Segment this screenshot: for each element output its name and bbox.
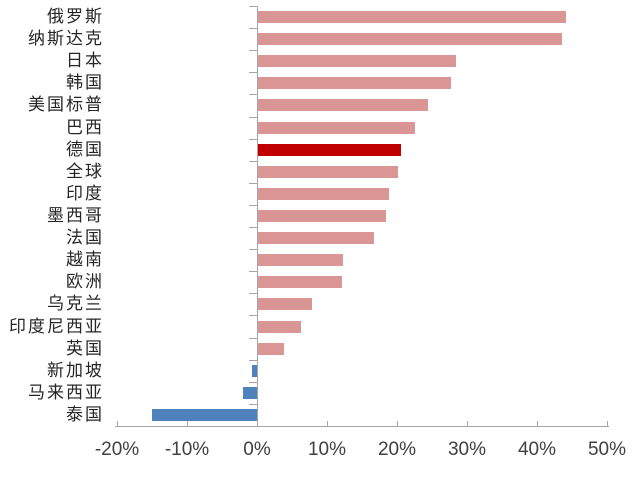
category-axis-tick	[249, 205, 257, 206]
bar-欧洲	[257, 276, 343, 289]
category-axis-tick	[249, 293, 257, 294]
category-axis-tick	[249, 360, 257, 361]
category-label: 俄罗斯	[47, 7, 104, 28]
bar-马来西亚	[243, 386, 257, 399]
category-label: 韩国	[66, 73, 104, 94]
category-label: 马来西亚	[28, 382, 104, 403]
x-tick-label: 20%	[377, 439, 417, 460]
value-axis-tick	[397, 421, 398, 426]
value-axis-tick	[117, 421, 118, 426]
category-labels-column: 俄罗斯 纳斯达克 日本 韩国 美国标普 巴西 德国 全球 印度 墨西哥 法国 越南 欧洲 乌克兰 印度尼西亚…	[0, 6, 104, 426]
bar-美国标普	[257, 99, 428, 112]
category-axis-tick	[249, 6, 257, 7]
value-axis-tick	[327, 421, 328, 426]
category-axis-tick	[249, 426, 257, 427]
category-axis-tick	[249, 338, 257, 339]
category-axis-tick	[249, 139, 257, 140]
category-axis-line	[257, 6, 258, 427]
x-tick-label: 0%	[243, 439, 271, 460]
category-axis-tick	[249, 227, 257, 228]
category-label: 新加坡	[47, 360, 104, 381]
bar-新加坡	[252, 364, 257, 377]
category-label: 全球	[66, 161, 104, 182]
value-axis-tick	[257, 421, 258, 426]
bar-乌克兰	[257, 298, 312, 311]
category-axis-tick	[249, 117, 257, 118]
bar-德国	[257, 143, 401, 156]
value-axis-tick	[467, 421, 468, 426]
category-label: 乌克兰	[47, 294, 104, 315]
category-axis-tick	[249, 382, 257, 383]
category-label: 纳斯达克	[28, 29, 104, 50]
category-label: 欧洲	[66, 272, 104, 293]
x-tick-label: -20%	[94, 439, 140, 460]
value-axis-line	[115, 426, 609, 427]
x-tick-label: -10%	[164, 439, 210, 460]
bar-纳斯达克	[257, 33, 562, 46]
value-axis-tick	[607, 421, 608, 426]
category-label: 印度	[66, 183, 104, 204]
bar-日本	[257, 55, 456, 68]
category-label: 印度尼西亚	[9, 316, 104, 337]
category-label: 巴西	[66, 117, 104, 138]
x-tick-label: 50%	[587, 439, 627, 460]
bar-泰国	[152, 408, 257, 421]
category-axis-tick	[249, 249, 257, 250]
category-axis-tick	[249, 72, 257, 73]
category-label: 法国	[66, 228, 104, 249]
x-tick-label: 30%	[447, 439, 487, 460]
bar-墨西哥	[257, 210, 386, 222]
category-label: 日本	[66, 51, 104, 72]
category-label: 墨西哥	[47, 206, 104, 226]
category-axis-tick	[249, 271, 257, 272]
bar-印度	[257, 187, 389, 200]
category-label: 越南	[66, 250, 104, 271]
category-axis-tick	[249, 315, 257, 316]
category-axis-tick	[249, 183, 257, 184]
category-label: 德国	[66, 139, 104, 160]
category-axis-tick	[249, 404, 257, 405]
bar-英国	[257, 342, 284, 355]
category-axis-tick	[249, 50, 257, 51]
bar-俄罗斯	[257, 11, 566, 24]
bar-巴西	[257, 121, 415, 134]
category-label: 英国	[66, 338, 104, 359]
category-label: 美国标普	[28, 95, 104, 116]
category-axis-tick	[249, 94, 257, 95]
value-axis-tick	[537, 421, 538, 426]
bar-法国	[257, 232, 374, 245]
bar-越南	[257, 254, 344, 267]
x-tick-label: 10%	[307, 439, 347, 460]
category-axis-tick	[249, 161, 257, 162]
bar-韩国	[257, 77, 451, 90]
x-tick-label: 40%	[517, 439, 557, 460]
plot-area	[117, 6, 607, 426]
bar-全球	[257, 165, 398, 178]
bar-印度尼西亚	[257, 320, 302, 333]
category-axis-tick	[249, 28, 257, 29]
value-axis-tick	[187, 421, 188, 426]
category-label: 泰国	[66, 404, 104, 425]
